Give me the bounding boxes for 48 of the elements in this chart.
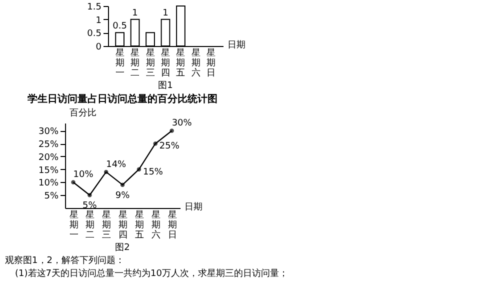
y-tick-label: 10%: [38, 178, 59, 189]
point: [71, 180, 76, 184]
x-tick-label: 星期四: [161, 48, 170, 78]
caption: 图1: [158, 81, 173, 91]
point: [153, 141, 158, 146]
y-tick-label: 30%: [38, 127, 59, 138]
point: [136, 167, 142, 172]
y-tick-label: 1: [96, 16, 102, 26]
point: [104, 170, 108, 174]
x-tick-label: 星期六: [191, 48, 200, 78]
x-axis-title: 日期: [228, 40, 246, 50]
x-tick-label: 星期二: [130, 48, 140, 78]
y-tick-label: 0.5: [87, 29, 102, 40]
x-tick-label: 星期三: [146, 48, 155, 78]
x-tick-label: 星期六: [151, 210, 160, 240]
x-tick-label: 星期四: [118, 210, 128, 240]
y-tick-label: 15%: [38, 166, 59, 176]
text: (1)若这7天的日访问总量一共约为10万人次，求星期三的日访问量；: [15, 268, 288, 279]
data-label: 14%: [106, 160, 127, 170]
x-tick-label: 星期一: [115, 48, 124, 78]
x-tick-label: 星期日: [206, 48, 216, 78]
y-tick-label: 20%: [38, 152, 59, 163]
point: [170, 128, 174, 133]
data-label: 10%: [73, 170, 94, 180]
data-label: 1: [132, 8, 138, 18]
data-label: 30%: [172, 118, 192, 129]
x-tick-label: 星期一: [69, 210, 78, 240]
text: 观察图1，2，解答下列问题：: [5, 255, 124, 266]
x-axis-title: 日期: [184, 202, 203, 212]
y-tick-label: 5%: [44, 192, 59, 202]
y-axis-title: 百分比: [70, 108, 97, 118]
caption: 图2: [115, 243, 130, 253]
data-label: 25%: [159, 142, 180, 152]
data-label: 0.5: [112, 22, 127, 32]
y-tick-label: 0: [96, 42, 102, 52]
x-tick-label: 星期五: [176, 48, 186, 78]
y-tick-label: 1.5: [87, 2, 102, 12]
point: [88, 193, 92, 198]
y-tick-label: 25%: [38, 140, 59, 150]
data-label: 9%: [115, 190, 130, 201]
x-tick-label: 星期日: [168, 210, 177, 240]
x-tick-label: 星期五: [134, 210, 144, 240]
data-label: 1: [162, 8, 168, 18]
x-tick-label: 星期三: [102, 210, 112, 240]
chart-title: 学生日访问量占日访问总量的百分比统计图: [28, 93, 218, 105]
x-tick-label: 星期二: [86, 210, 95, 240]
data-label: 15%: [142, 167, 164, 178]
point: [120, 182, 125, 187]
